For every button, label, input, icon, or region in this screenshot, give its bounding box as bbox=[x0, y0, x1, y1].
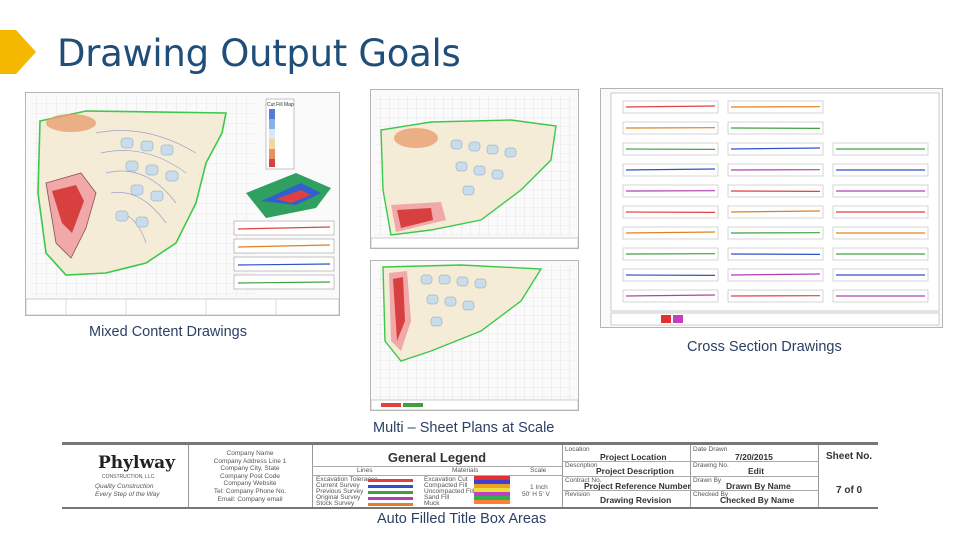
cross-section-profile bbox=[625, 294, 716, 297]
title-box-logo-cell: Phylway CONSTRUCTION, LLC. Quality Const… bbox=[62, 445, 189, 507]
multi-sheet-1-canvas bbox=[371, 94, 578, 248]
legend-line-1: Excavation Tolerance bbox=[316, 476, 378, 483]
cross-section-profile bbox=[625, 168, 716, 171]
multi-sheet-plan-1 bbox=[370, 89, 579, 249]
checked-by-label: Checked By bbox=[693, 491, 729, 498]
company-postcode: Company Post Code bbox=[220, 472, 280, 480]
accent-chevron bbox=[0, 30, 36, 74]
date-label: Date Drawn bbox=[693, 446, 728, 453]
sheet-number-cell: Sheet No. 7 of 0 bbox=[818, 445, 878, 507]
line-swatch-1 bbox=[368, 479, 413, 482]
logo-tagline-2: Every Step of the Way bbox=[95, 491, 160, 498]
drawn-by-label: Drawn By bbox=[693, 477, 722, 484]
general-legend-title: General Legend bbox=[387, 450, 487, 465]
logo-name: Phylway bbox=[98, 453, 176, 473]
sheet-number-label: Sheet No. bbox=[826, 451, 873, 462]
cross-section-profile bbox=[730, 273, 821, 276]
mixed-drawing-canvas: Cut Fill Map bbox=[26, 97, 339, 315]
logo-sub: CONSTRUCTION, LLC. bbox=[102, 474, 156, 480]
cut-fill-legend-title: Cut Fill Map bbox=[267, 102, 294, 108]
multi-sheet-2-canvas bbox=[371, 264, 578, 410]
line-swatch-2 bbox=[368, 485, 413, 488]
general-legend-cell: General Legend Lines Materials Scale Exc… bbox=[312, 445, 563, 507]
company-website: Company Website bbox=[223, 480, 277, 488]
revision-value: Drawing Revision bbox=[600, 495, 672, 505]
date-value: 7/20/2015 bbox=[735, 452, 773, 462]
cross-section-profile bbox=[625, 231, 716, 234]
revision-label: Revision bbox=[565, 491, 590, 498]
sheet-number-value: 7 of 0 bbox=[836, 485, 863, 496]
company-info-cell: Company Name Company Address Line 1 Comp… bbox=[188, 445, 313, 507]
company-name: Company Name bbox=[226, 450, 274, 457]
legend-material-3: Uncompacted Fill bbox=[424, 488, 475, 495]
legend-material-2: Compacted Fill bbox=[424, 482, 468, 489]
description-label: Description bbox=[565, 462, 598, 469]
slide-title: Drawing Output Goals bbox=[57, 32, 461, 75]
description-value: Project Description bbox=[596, 466, 674, 476]
location-value: Project Location bbox=[600, 452, 667, 462]
cross-section-canvas bbox=[610, 92, 940, 326]
line-swatch-3 bbox=[368, 491, 413, 494]
cross-section-profile bbox=[730, 210, 821, 213]
caption-mixed-content: Mixed Content Drawings bbox=[89, 324, 247, 340]
legend-material-1: Excavation Cut bbox=[424, 476, 468, 483]
cross-section-drawing bbox=[600, 88, 943, 328]
legend-header-scale: Scale bbox=[530, 467, 547, 474]
legend-line-4: Original Survey bbox=[316, 494, 361, 501]
legend-material-4: Sand Fill bbox=[424, 494, 450, 501]
legend-header-materials: Materials bbox=[452, 467, 479, 474]
legend-scale-2: 50' H 5' V bbox=[522, 491, 550, 498]
mixed-content-drawing: Cut Fill Map bbox=[25, 92, 340, 316]
legend-material-5: Muck bbox=[424, 500, 440, 507]
caption-cross-section: Cross Section Drawings bbox=[687, 339, 842, 355]
legend-line-2: Current Survey bbox=[316, 482, 360, 489]
caption-multi-sheet: Multi – Sheet Plans at Scale bbox=[373, 420, 555, 436]
company-phone: Tel: Company Phone No. bbox=[213, 487, 287, 495]
company-logo: Phylway bbox=[98, 453, 175, 473]
logo-tagline-1: Quality Construction bbox=[95, 483, 154, 490]
company-email: Email: Company email bbox=[217, 495, 283, 503]
drawing-value: Edit bbox=[748, 466, 765, 476]
contract-value: Project Reference Number bbox=[584, 481, 691, 491]
location-label: Location bbox=[565, 446, 590, 453]
cross-section-profile bbox=[625, 105, 716, 108]
contract-label: Contract No. bbox=[565, 477, 602, 484]
drawn-by-value: Drawn By Name bbox=[726, 481, 791, 491]
legend-header-lines: Lines bbox=[357, 467, 373, 474]
company-city: Company City, State bbox=[220, 465, 280, 473]
drawing-label: Drawing No. bbox=[693, 462, 729, 469]
company-address: Company Address Line 1 bbox=[213, 457, 287, 465]
cross-section-profile bbox=[730, 147, 821, 150]
title-box: Phylway CONSTRUCTION, LLC. Quality Const… bbox=[62, 442, 878, 509]
line-swatch-5 bbox=[368, 503, 413, 506]
legend-line-5: Stock Survey bbox=[316, 500, 355, 507]
material-swatches bbox=[474, 476, 510, 504]
legend-scale-1: 1 Inch bbox=[530, 484, 548, 491]
caption-auto-filled: Auto Filled Title Box Areas bbox=[377, 511, 547, 527]
legend-line-3: Previous Survey bbox=[316, 488, 364, 495]
multi-sheet-plan-2 bbox=[370, 260, 579, 411]
project-fields-cell: Location Project Location Description Pr… bbox=[562, 445, 691, 507]
drawing-info-cell: Date Drawn 7/20/2015 Drawing No. Edit Dr… bbox=[690, 445, 819, 507]
line-swatch-4 bbox=[368, 497, 413, 500]
checked-by-value: Checked By Name bbox=[720, 495, 795, 505]
